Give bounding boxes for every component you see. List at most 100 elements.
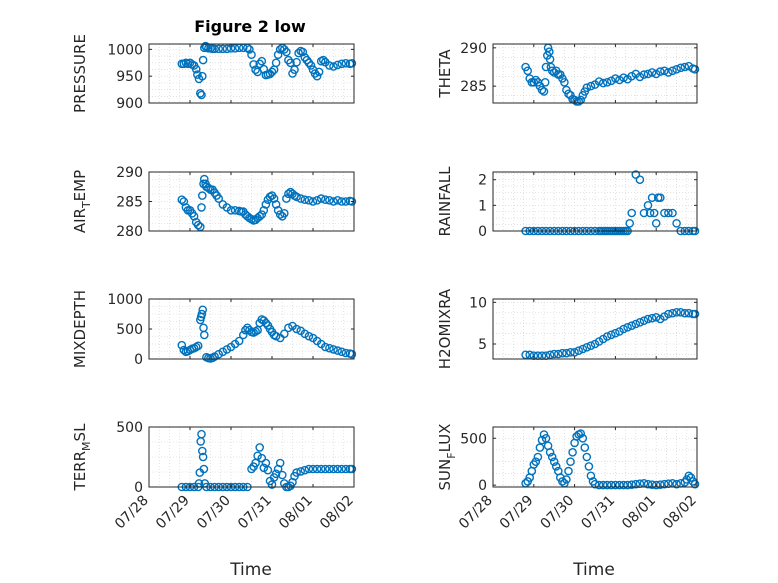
data-point	[535, 443, 545, 452]
data-point	[341, 464, 351, 474]
data-point	[263, 465, 273, 475]
data-point	[574, 346, 584, 356]
data-point	[639, 208, 649, 218]
data-point	[660, 208, 669, 218]
data-point	[198, 55, 208, 65]
data-point	[684, 308, 694, 318]
data-point	[631, 170, 641, 179]
data-point	[549, 349, 559, 359]
data-point	[325, 61, 334, 70]
data-point	[668, 208, 677, 218]
ylabel-4: MIXDEPTH	[71, 290, 89, 368]
data-point	[230, 44, 240, 53]
data-point	[547, 452, 557, 462]
data-point	[286, 58, 295, 68]
data-point	[570, 347, 579, 357]
data-point	[320, 342, 330, 352]
subplot-5: 5 10 H2OMIXRA	[436, 288, 700, 369]
y-tick-label: 285	[116, 195, 143, 211]
data-point	[672, 65, 681, 74]
data-point	[586, 471, 596, 481]
data-point	[275, 458, 285, 468]
data-point	[549, 457, 559, 467]
data-point	[672, 218, 681, 228]
data-point	[218, 44, 228, 54]
data-point	[253, 451, 262, 461]
data-point	[255, 443, 265, 452]
data-point	[676, 63, 686, 73]
data-point	[627, 208, 637, 218]
data-point	[179, 345, 189, 355]
y-tick-label: 290	[460, 41, 487, 57]
data-point	[292, 468, 301, 477]
data-point	[568, 447, 577, 457]
data-point	[294, 48, 303, 58]
ylabel-7: SUNFLUX	[436, 424, 458, 491]
data-point	[690, 65, 700, 74]
data-point	[602, 480, 612, 490]
data-point	[257, 210, 267, 219]
x-tick-label: 07/31	[578, 493, 618, 533]
data-point	[267, 67, 277, 77]
data-point	[300, 465, 310, 475]
data-point	[312, 464, 322, 474]
data-point	[341, 197, 351, 206]
data-point	[602, 332, 612, 341]
data-point	[576, 429, 586, 438]
data-point	[341, 59, 351, 68]
data-point	[325, 464, 334, 474]
ylabel-2: AIRTEMP	[71, 170, 93, 233]
data-point	[627, 71, 637, 81]
data-point	[635, 317, 645, 327]
data-point	[292, 324, 301, 334]
data-point	[631, 319, 641, 329]
data-point	[197, 446, 207, 456]
data-point	[261, 200, 271, 209]
y-tick-label: 5	[478, 337, 487, 353]
data-point	[199, 330, 209, 340]
data-point	[271, 58, 281, 68]
data-point	[619, 480, 628, 490]
data-point	[337, 464, 347, 474]
data-point	[238, 330, 248, 340]
data-point	[623, 322, 632, 332]
data-point	[584, 462, 594, 471]
data-point	[333, 464, 342, 474]
data-point	[531, 457, 541, 467]
data-point	[676, 307, 686, 317]
data-point	[279, 329, 289, 339]
y-tick-label: 0	[478, 478, 487, 494]
data-point	[197, 429, 206, 439]
data-point	[594, 480, 604, 490]
data-point	[318, 55, 328, 65]
data-point	[222, 44, 232, 54]
data-point	[649, 208, 659, 218]
y-tick-label: 290	[116, 165, 143, 181]
data-point	[651, 69, 661, 79]
data-point	[578, 433, 588, 443]
y-tick-label: 1000	[107, 292, 143, 308]
data-point	[540, 78, 550, 87]
y-tick-label: 0	[134, 480, 143, 496]
x-axis-label-right: Time	[572, 560, 615, 580]
data-point	[337, 197, 347, 206]
data-point	[226, 205, 236, 215]
data-point	[635, 175, 645, 184]
y-tick-label: 10	[469, 295, 487, 311]
x-tick-label: 08/02	[660, 493, 700, 533]
subplot-1: 285 290 THETA	[436, 41, 700, 106]
data-point	[257, 56, 267, 66]
data-point	[195, 89, 205, 98]
data-point	[199, 174, 209, 184]
data-point	[204, 183, 213, 193]
data-point	[590, 479, 600, 489]
x-tick-label: 07/31	[235, 493, 275, 533]
data-point	[279, 208, 289, 218]
y-tick-label: 500	[116, 420, 143, 436]
data-point	[325, 195, 334, 205]
subplot-3: 0 1 2 RAINFALL	[436, 166, 700, 240]
data-point	[282, 194, 291, 203]
data-point	[594, 77, 604, 86]
plot-area-3	[493, 172, 697, 231]
data-point	[531, 75, 541, 85]
